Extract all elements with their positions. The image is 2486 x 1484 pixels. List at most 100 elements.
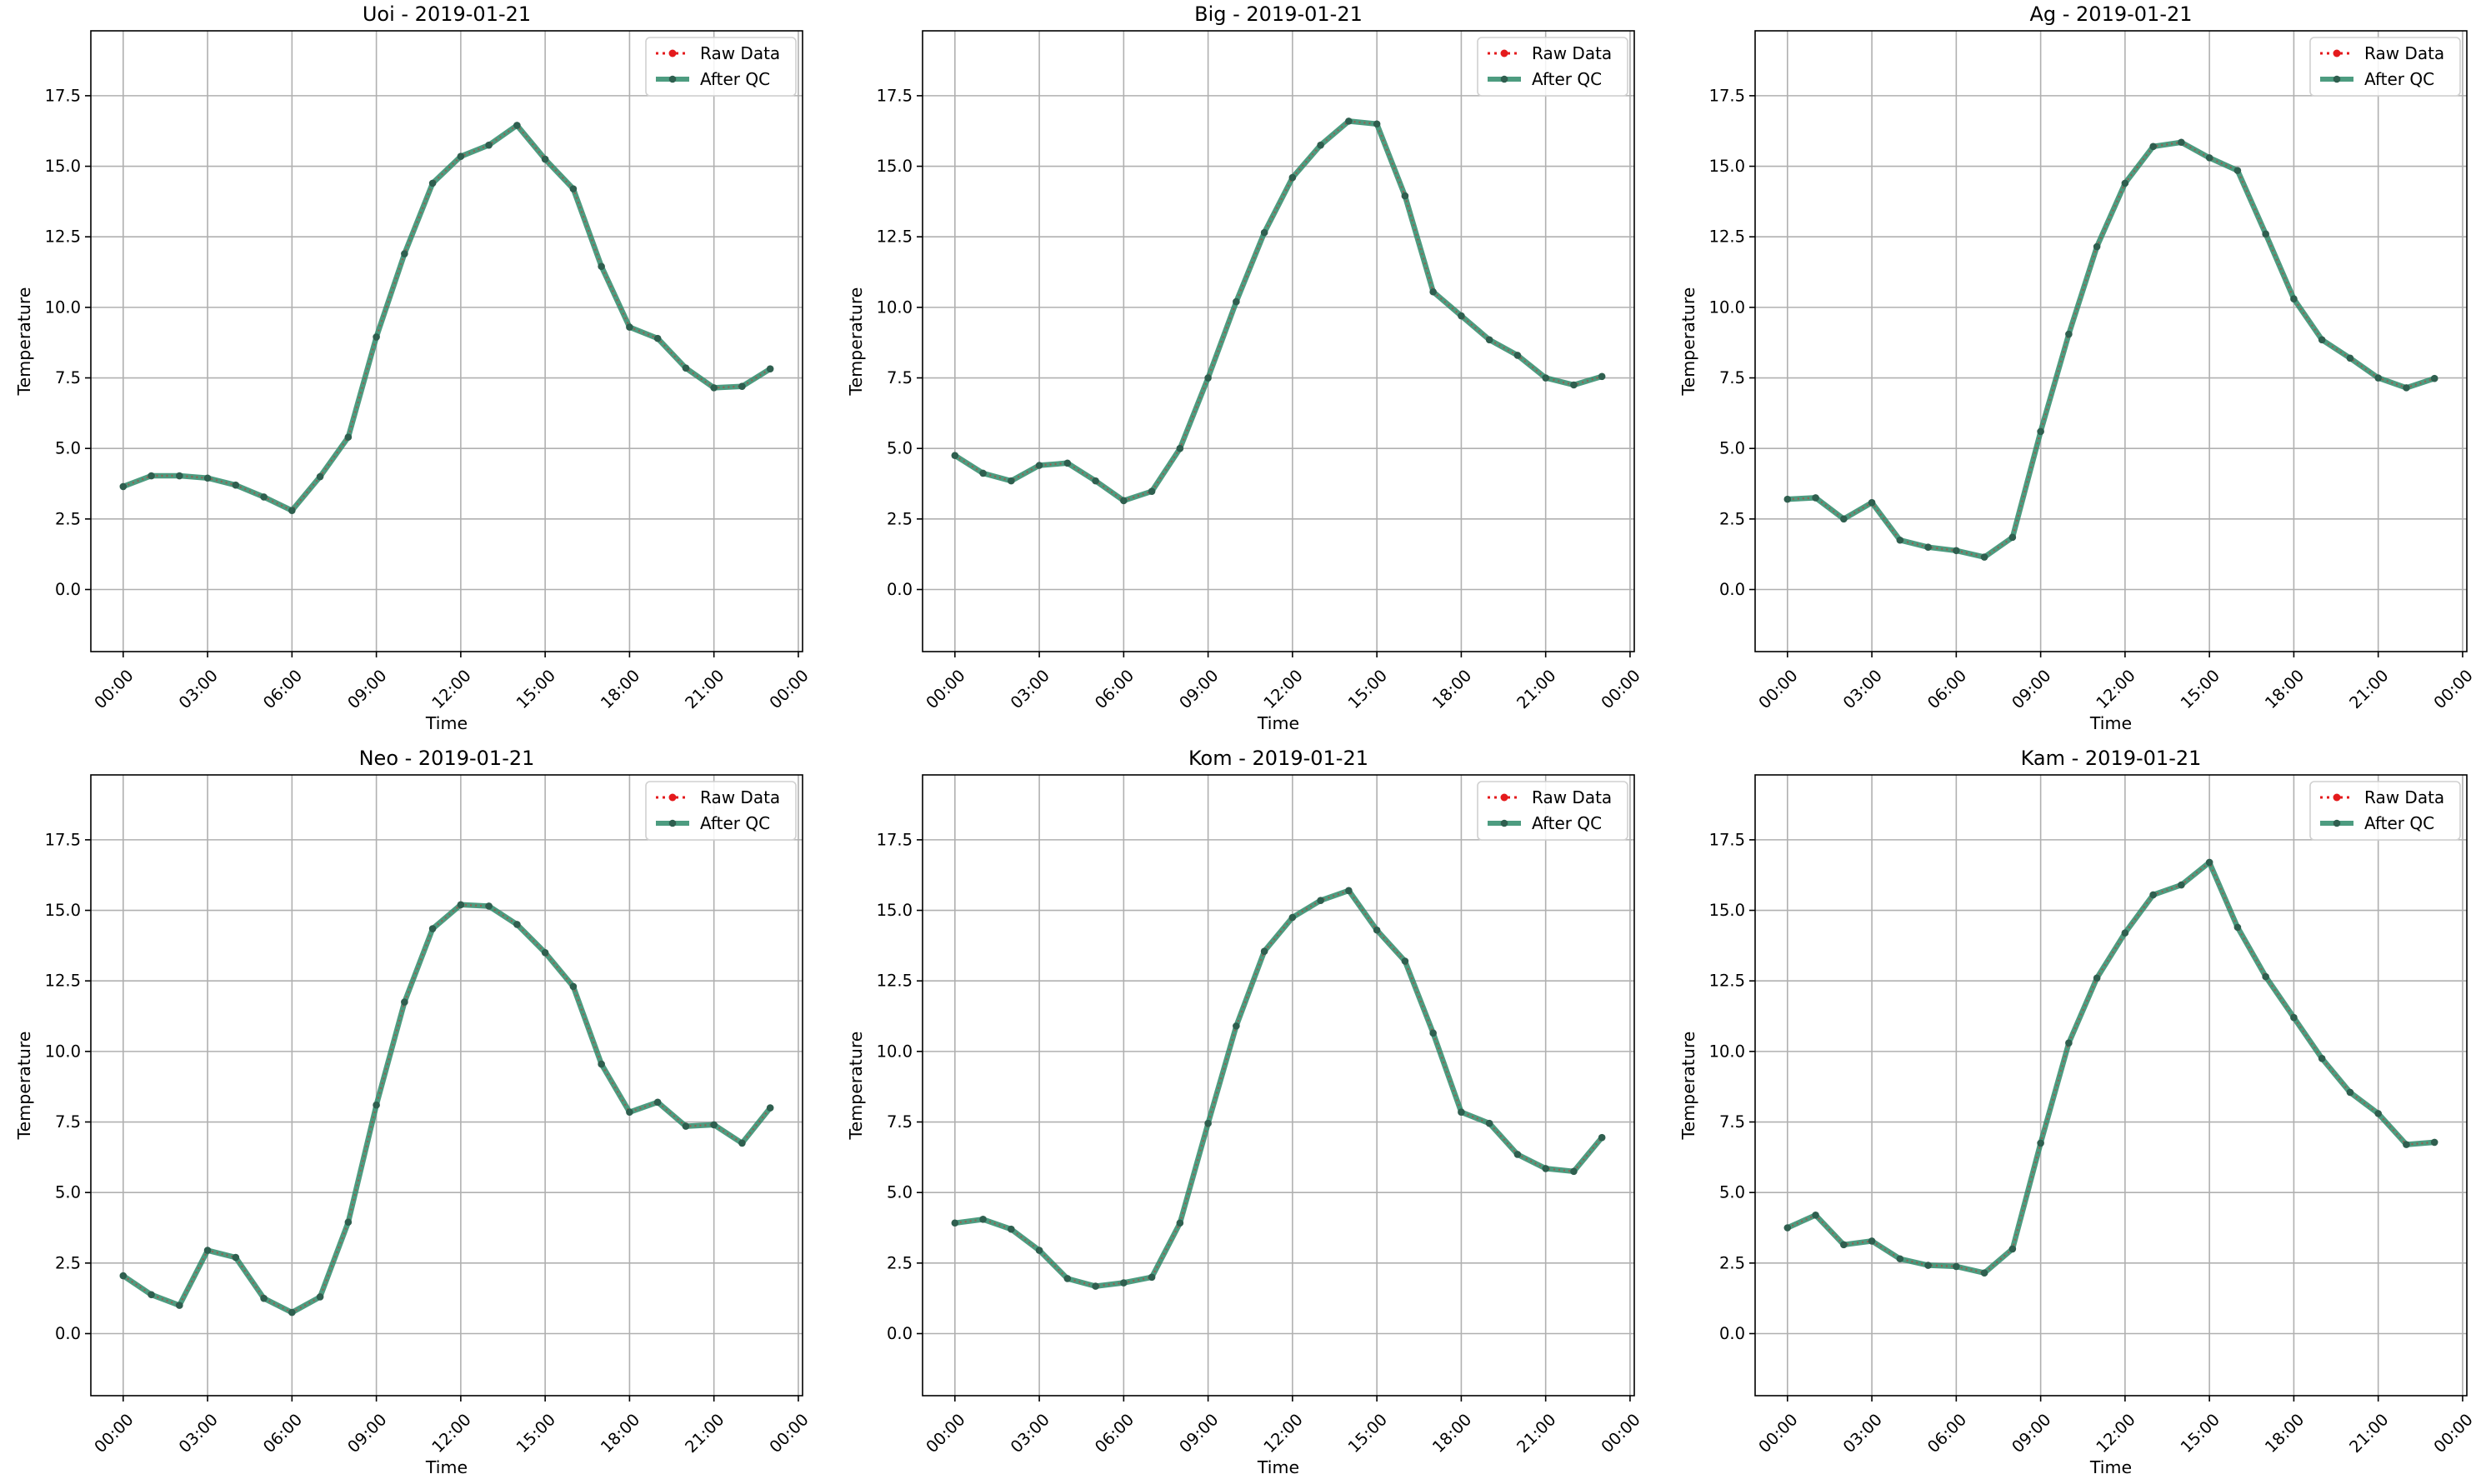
legend-label-after-qc: After QC — [1532, 813, 1602, 833]
data-point — [1401, 957, 1409, 965]
x-tick-label: 09:00 — [2008, 1410, 2055, 1457]
y-tick-label: 7.5 — [887, 1112, 913, 1132]
data-point — [2318, 336, 2326, 344]
x-tick-label: 21:00 — [682, 666, 728, 712]
data-point — [1035, 462, 1043, 469]
x-tick-label: 12:00 — [1260, 1410, 1307, 1457]
series-line-after-qc — [120, 122, 773, 513]
data-point — [1513, 1151, 1522, 1158]
data-point — [2262, 972, 2269, 981]
data-point — [316, 472, 324, 481]
data-point — [2233, 923, 2242, 932]
data-point — [626, 1108, 633, 1116]
data-point — [2290, 295, 2298, 303]
y-tick-label: 17.5 — [1709, 830, 1745, 849]
data-point — [288, 507, 296, 514]
chart-title: Kom - 2019-01-21 — [1188, 747, 1368, 770]
x-tick-label: 18:00 — [597, 666, 643, 712]
data-point — [1345, 887, 1353, 895]
data-point — [428, 925, 437, 932]
data-point — [2205, 154, 2213, 162]
plot-area-frame — [1754, 30, 2468, 652]
legend-marker-after-qc — [2333, 75, 2341, 83]
data-point — [232, 481, 240, 489]
data-point — [1008, 477, 1015, 485]
data-point — [1260, 947, 1268, 955]
data-point — [2178, 881, 2185, 889]
data-point — [1868, 1237, 1876, 1245]
x-tick-label: 06:00 — [259, 666, 306, 712]
y-tick-label: 0.0 — [887, 580, 913, 599]
x-tick-label: 15:00 — [1344, 1410, 1391, 1457]
data-point — [513, 921, 521, 928]
data-point — [1176, 444, 1184, 452]
y-tick-label: 15.0 — [877, 157, 913, 176]
data-point — [2065, 330, 2073, 338]
x-tick-label: 21:00 — [2346, 1410, 2393, 1457]
data-point — [653, 334, 662, 342]
data-point — [738, 1139, 746, 1147]
x-tick-label: 03:00 — [1007, 1410, 1053, 1457]
data-point — [148, 1291, 155, 1299]
data-point — [1092, 477, 1099, 485]
y-tick-label: 12.5 — [877, 972, 913, 991]
data-point — [2149, 891, 2157, 899]
data-point — [373, 333, 380, 341]
data-point — [682, 364, 690, 372]
data-point — [2374, 1110, 2382, 1117]
y-tick-label: 17.5 — [877, 830, 913, 849]
data-point — [485, 902, 493, 910]
data-point — [1176, 1219, 1184, 1227]
x-tick-label: 00:00 — [91, 666, 138, 712]
y-tick-label: 15.0 — [1709, 157, 1745, 176]
series-line-raw-data — [123, 123, 771, 512]
x-tick-label: 03:00 — [175, 666, 222, 712]
x-tick-label: 12:00 — [2093, 666, 2139, 712]
data-point — [1063, 1275, 1072, 1282]
y-tick-label: 10.0 — [45, 1042, 81, 1061]
legend-label-raw-data: Raw Data — [1532, 43, 1612, 63]
data-point — [1204, 1119, 1212, 1127]
legend-marker-after-qc — [1500, 819, 1508, 827]
x-tick-label: 18:00 — [1428, 1410, 1475, 1457]
data-point — [1401, 192, 1409, 200]
data-point — [2205, 858, 2213, 867]
x-tick-label: 00:00 — [1755, 1410, 1802, 1457]
data-point — [119, 482, 128, 491]
x-tick-label: 21:00 — [2346, 666, 2393, 712]
x-axis-label: Time — [1257, 1457, 1299, 1477]
data-point — [1373, 120, 1381, 128]
data-point — [2037, 1139, 2044, 1147]
data-point — [1148, 1273, 1156, 1282]
y-tick-label: 12.5 — [1709, 227, 1745, 247]
data-point — [598, 1060, 605, 1068]
y-tick-label: 5.0 — [55, 1183, 81, 1202]
series-line-after-qc — [1784, 859, 2438, 1276]
x-tick-label: 09:00 — [344, 666, 391, 712]
data-point — [260, 493, 268, 501]
data-point — [1063, 459, 1072, 467]
data-point — [1317, 897, 1324, 904]
data-point — [738, 382, 746, 390]
data-point — [1345, 117, 1353, 125]
legend-label-raw-data: Raw Data — [2364, 787, 2444, 807]
data-point — [1120, 1279, 1128, 1287]
y-tick-label: 5.0 — [1719, 1183, 1745, 1202]
legend: Raw Data After QC — [1477, 781, 1628, 841]
y-axis-label: Temperature — [846, 1032, 866, 1141]
x-tick-label: 06:00 — [1091, 666, 1138, 712]
legend-label-raw-data: Raw Data — [700, 43, 780, 63]
legend: Raw Data After QC — [1477, 37, 1628, 97]
data-point — [1485, 1119, 1493, 1127]
x-axis-label: Time — [2089, 1457, 2132, 1477]
x-tick-label: 21:00 — [682, 1410, 728, 1457]
legend-marker-raw-data — [1500, 49, 1508, 57]
x-axis-label: Time — [425, 713, 468, 733]
series-line-after-qc — [952, 118, 1605, 504]
data-point — [457, 152, 465, 160]
x-tick-label: 09:00 — [1176, 1410, 1223, 1457]
legend-marker-raw-data — [1500, 793, 1508, 802]
data-point — [485, 141, 493, 149]
x-tick-label: 12:00 — [2093, 1410, 2139, 1457]
